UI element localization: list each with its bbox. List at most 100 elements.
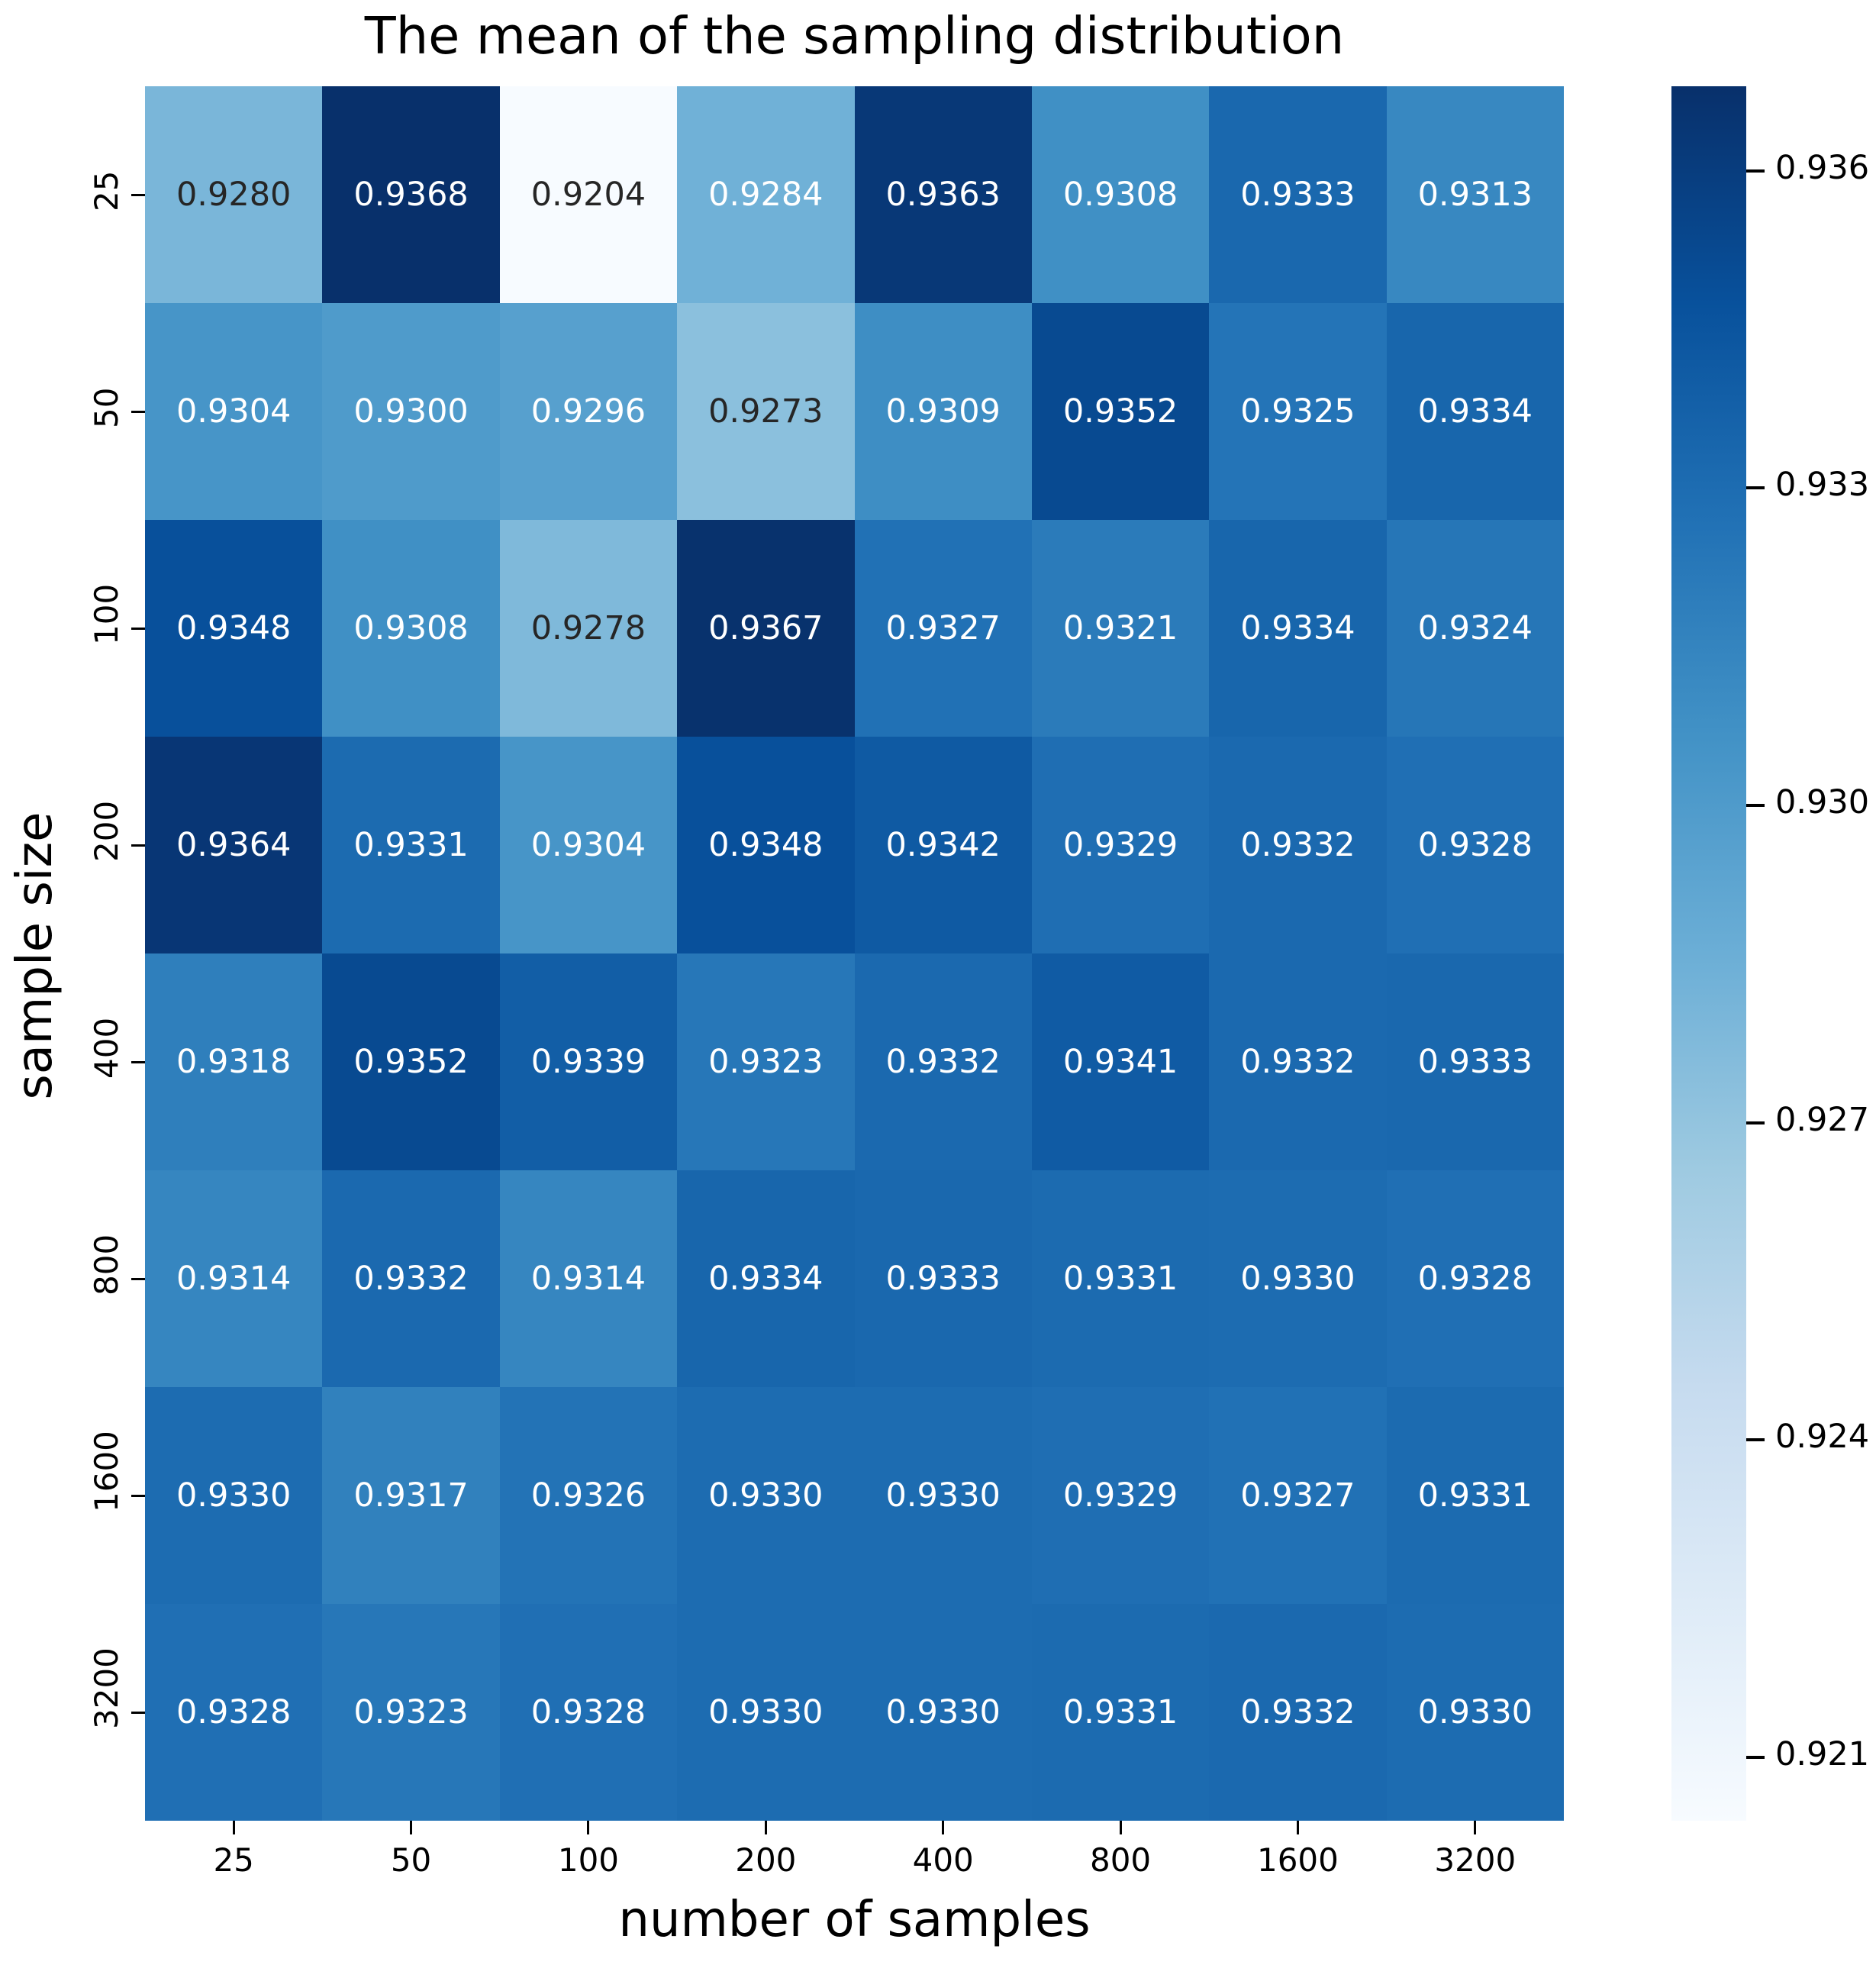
cell-annotation: 0.9342: [885, 826, 1001, 864]
heatmap-cell: 0.9332: [1209, 1604, 1387, 1821]
heatmap-cell: 0.9332: [1209, 953, 1387, 1170]
heatmap-cell: 0.9324: [1386, 520, 1564, 737]
y-tick-label: 100: [88, 583, 125, 645]
y-tick-mark: [131, 1494, 145, 1497]
heatmap-cell: 0.9331: [1031, 1604, 1210, 1821]
colorbar-tick-label: 0.930: [1775, 783, 1870, 822]
colorbar-tick-mark: [1746, 1121, 1765, 1124]
heatmap-cell: 0.9284: [677, 86, 855, 303]
heatmap-cell: 0.9348: [145, 520, 323, 737]
x-tick-mark: [1296, 1821, 1299, 1834]
cell-annotation: 0.9334: [1240, 609, 1355, 647]
cell-annotation: 0.9352: [353, 1043, 469, 1081]
x-tick-mark: [764, 1821, 767, 1834]
heatmap-cell: 0.9334: [677, 1170, 855, 1387]
cell-annotation: 0.9330: [1240, 1260, 1355, 1298]
colorbar-tick-label: 0.933: [1775, 466, 1870, 505]
cell-annotation: 0.9304: [176, 392, 292, 431]
y-axis-label: sample size: [7, 811, 63, 1100]
y-tick-mark: [131, 1277, 145, 1280]
cell-annotation: 0.9317: [353, 1476, 469, 1515]
heatmap-cell: 0.9328: [1386, 737, 1564, 953]
cell-annotation: 0.9332: [1240, 1693, 1355, 1731]
heatmap-cell: 0.9368: [322, 86, 500, 303]
x-tick-mark: [587, 1821, 590, 1834]
colorbar-tick-label: 0.924: [1775, 1418, 1870, 1457]
y-tick-mark: [131, 627, 145, 630]
heatmap-cell: 0.9328: [1386, 1170, 1564, 1387]
x-tick-mark: [1119, 1821, 1122, 1834]
y-tick-label: 800: [88, 1234, 125, 1295]
cell-annotation: 0.9328: [530, 1693, 646, 1731]
cell-annotation: 0.9308: [353, 609, 469, 647]
cell-annotation: 0.9330: [708, 1693, 824, 1731]
cell-annotation: 0.9329: [1062, 826, 1178, 864]
heatmap-cell: 0.9339: [499, 953, 678, 1170]
cell-annotation: 0.9321: [1062, 609, 1178, 647]
cell-annotation: 0.9325: [1240, 392, 1355, 431]
heatmap-cell: 0.9331: [1386, 1387, 1564, 1604]
cell-annotation: 0.9331: [1062, 1693, 1178, 1731]
colorbar-tick-mark: [1746, 804, 1765, 808]
cell-annotation: 0.9330: [176, 1476, 292, 1515]
heatmap-cell: 0.9327: [1209, 1387, 1387, 1604]
heatmap-cell: 0.9273: [677, 303, 855, 520]
y-tick-label: 50: [88, 387, 125, 428]
y-tick-mark: [131, 844, 145, 847]
heatmap-plot: 0.9280 0.9368 0.9204 0.9284 0.9363 0.9308 0.93…: [145, 86, 1564, 1821]
heatmap-cell: 0.9330: [145, 1387, 323, 1604]
cell-annotation: 0.9324: [1417, 609, 1533, 647]
heatmap-cell: 0.9321: [1031, 520, 1210, 737]
heatmap-cell: 0.9334: [1209, 520, 1387, 737]
x-tick-mark: [942, 1821, 945, 1834]
heatmap-cell: 0.9328: [499, 1604, 678, 1821]
cell-annotation: 0.9331: [1062, 1260, 1178, 1298]
cell-annotation: 0.9348: [708, 826, 824, 864]
heatmap-cell: 0.9367: [677, 520, 855, 737]
heatmap-cell: 0.9331: [322, 737, 500, 953]
cell-annotation: 0.9313: [1417, 176, 1533, 214]
x-tick-label: 400: [912, 1841, 974, 1879]
heatmap-cell: 0.9204: [499, 86, 678, 303]
y-tick-mark: [131, 193, 145, 196]
heatmap-cell: 0.9326: [499, 1387, 678, 1604]
heatmap-cell: 0.9330: [677, 1387, 855, 1604]
heatmap-cell: 0.9334: [1386, 303, 1564, 520]
y-tick-mark: [131, 1060, 145, 1063]
cell-annotation: 0.9328: [176, 1693, 292, 1731]
cell-annotation: 0.9339: [530, 1043, 646, 1081]
cell-annotation: 0.9278: [530, 609, 646, 647]
heatmap-cell: 0.9308: [1031, 86, 1210, 303]
heatmap-cell: 0.9333: [1386, 953, 1564, 1170]
cell-annotation: 0.9333: [1417, 1043, 1533, 1081]
cell-annotation: 0.9314: [530, 1260, 646, 1298]
x-tick-mark: [1474, 1821, 1477, 1834]
cell-annotation: 0.9348: [176, 609, 292, 647]
heatmap-cell: 0.9304: [499, 737, 678, 953]
cell-annotation: 0.9327: [885, 609, 1001, 647]
heatmap-cell: 0.9332: [854, 953, 1032, 1170]
heatmap-cell: 0.9278: [499, 520, 678, 737]
x-tick-mark: [410, 1821, 413, 1834]
heatmap-cell: 0.9314: [145, 1170, 323, 1387]
heatmap-cell: 0.9304: [145, 303, 323, 520]
cell-annotation: 0.9309: [885, 392, 1001, 431]
y-tick-label: 3200: [88, 1647, 125, 1729]
cell-annotation: 0.9332: [885, 1043, 1001, 1081]
heatmap-cell: 0.9332: [322, 1170, 500, 1387]
cell-annotation: 0.9327: [1240, 1476, 1355, 1515]
heatmap-cell: 0.9330: [854, 1387, 1032, 1604]
cell-annotation: 0.9363: [885, 176, 1001, 214]
y-tick-label: 25: [88, 170, 125, 211]
cell-annotation: 0.9300: [353, 392, 469, 431]
heatmap-cell: 0.9364: [145, 737, 323, 953]
heatmap-cell: 0.9331: [1031, 1170, 1210, 1387]
heatmap-cell: 0.9328: [145, 1604, 323, 1821]
heatmap-cell: 0.9323: [322, 1604, 500, 1821]
colorbar-tick-mark: [1746, 169, 1765, 173]
cell-annotation: 0.9352: [1062, 392, 1178, 431]
cell-annotation: 0.9323: [353, 1693, 469, 1731]
heatmap-cell: 0.9332: [1209, 737, 1387, 953]
heatmap-cell: 0.9333: [854, 1170, 1032, 1387]
